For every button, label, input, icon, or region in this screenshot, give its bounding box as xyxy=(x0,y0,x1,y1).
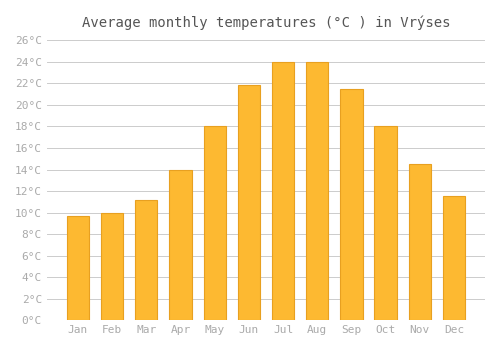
Bar xyxy=(101,212,123,320)
Bar xyxy=(67,216,89,320)
Bar xyxy=(340,89,362,320)
Bar xyxy=(272,62,294,320)
Bar xyxy=(443,196,465,320)
Bar xyxy=(204,126,226,320)
Bar xyxy=(374,126,396,320)
Bar xyxy=(135,199,158,320)
Bar xyxy=(238,84,260,320)
Bar xyxy=(306,62,328,320)
Title: Average monthly temperatures (°C ) in Vrýses: Average monthly temperatures (°C ) in Vr… xyxy=(82,15,450,29)
Bar xyxy=(408,164,431,320)
Bar xyxy=(170,169,192,320)
